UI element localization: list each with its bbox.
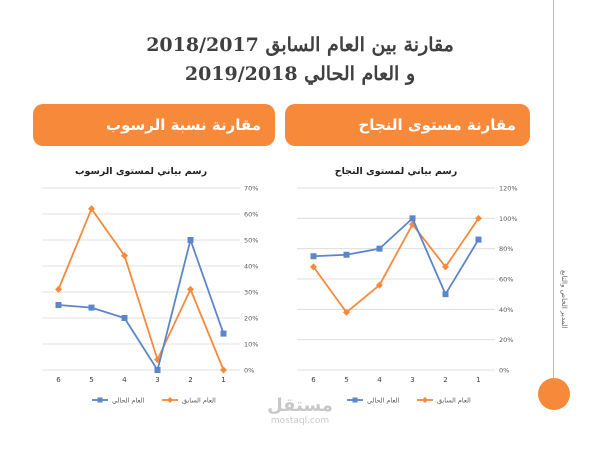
x-tick-label: 2 xyxy=(443,376,447,384)
side-divider xyxy=(553,0,554,378)
banner-failure-comparison: مقارنة نسبة الرسوب xyxy=(33,104,275,146)
data-point-current-year xyxy=(343,251,350,258)
page-title-line1: مقارنة بين العام السابق 2018/2017 xyxy=(146,34,454,56)
x-tick-label: 3 xyxy=(155,376,159,384)
data-point-previous-year xyxy=(55,285,62,293)
x-tick-label: 5 xyxy=(344,376,348,384)
data-point-current-year xyxy=(55,302,62,308)
y-tick-label: 120% xyxy=(499,185,518,193)
data-point-current-year xyxy=(88,304,95,311)
x-tick-label: 6 xyxy=(56,376,61,384)
y-tick-label: 70% xyxy=(244,185,258,193)
legend-label: العام الحالي xyxy=(367,397,400,405)
chart-title: رسم بياني لمستوى النجاح xyxy=(335,166,457,177)
y-tick-label: 40% xyxy=(499,306,513,314)
y-tick-label: 0% xyxy=(244,367,254,375)
y-tick-label: 60% xyxy=(499,276,513,284)
decor-circle xyxy=(538,378,570,410)
data-point-previous-year xyxy=(187,285,194,293)
x-tick-label: 2 xyxy=(188,376,192,384)
side-caption: المدير الخاص والتابع xyxy=(560,270,568,329)
data-point-previous-year xyxy=(88,205,95,213)
y-tick-label: 10% xyxy=(244,341,258,349)
legend-swatch-marker xyxy=(422,397,428,403)
banner-success-label: مقارنة مستوى النجاح xyxy=(358,116,517,134)
x-tick-label: 1 xyxy=(221,376,225,384)
data-point-previous-year xyxy=(376,281,383,289)
y-tick-label: 20% xyxy=(244,315,258,323)
success-chart: رسم بياني لمستوى النجاح 0% 20% 40% 60% 80% 100… xyxy=(297,166,518,405)
data-point-current-year xyxy=(121,315,128,321)
banner-success-comparison: مقارنة مستوى النجاح xyxy=(285,104,530,146)
legend-label: العام السابق xyxy=(437,397,471,405)
data-point-previous-year xyxy=(220,366,227,374)
chart-title: رسم بياني لمستوى الرسوب xyxy=(75,166,207,177)
watermark: مستقل mostaql.com xyxy=(255,395,345,426)
data-point-current-year xyxy=(475,236,482,243)
x-tick-label: 5 xyxy=(89,376,93,384)
data-point-current-year xyxy=(409,215,416,222)
data-point-previous-year xyxy=(409,220,416,228)
failure-chart: رسم بياني لمستوى الرسوب 0% 10% 20% 30% 40% 50%… xyxy=(42,166,258,405)
x-tick-label: 4 xyxy=(122,376,127,384)
data-point-current-year xyxy=(442,291,449,298)
y-tick-label: 20% xyxy=(499,336,513,344)
watermark-arabic: مستقل xyxy=(267,395,333,416)
legend-swatch-marker xyxy=(352,397,358,403)
legend-label: العام الحالي xyxy=(112,397,145,405)
data-point-current-year xyxy=(187,237,194,243)
banner-failure-label: مقارنة نسبة الرسوب xyxy=(106,116,261,134)
legend-swatch-marker xyxy=(97,397,103,403)
series-line-previous-year xyxy=(312,217,480,314)
y-tick-label: 60% xyxy=(244,211,258,219)
data-point-current-year xyxy=(376,245,383,252)
y-tick-label: 80% xyxy=(499,245,513,253)
data-point-current-year xyxy=(310,253,317,260)
x-tick-label: 1 xyxy=(476,376,480,384)
series-line-current-year xyxy=(58,236,225,373)
x-tick-label: 6 xyxy=(311,376,316,384)
data-point-current-year xyxy=(220,330,227,337)
y-tick-label: 50% xyxy=(244,237,258,245)
y-tick-label: 100% xyxy=(499,215,518,223)
watermark-url: mostaql.com xyxy=(270,416,330,426)
y-tick-label: 40% xyxy=(244,263,258,271)
data-point-current-year xyxy=(154,367,161,373)
page-title-line2: و العام الحالي 2019/2018 xyxy=(184,63,416,85)
y-tick-label: 0% xyxy=(499,367,509,375)
legend-label: العام السابق xyxy=(182,397,216,405)
data-point-previous-year xyxy=(121,252,128,260)
series-line-current-year xyxy=(313,216,480,297)
series-line-previous-year xyxy=(57,206,225,371)
x-tick-label: 4 xyxy=(377,376,382,384)
data-point-previous-year xyxy=(343,308,350,316)
data-point-previous-year xyxy=(442,263,449,271)
y-tick-label: 30% xyxy=(244,289,258,297)
legend-swatch-marker xyxy=(167,397,173,403)
data-point-previous-year xyxy=(475,214,482,222)
x-tick-label: 3 xyxy=(410,376,414,384)
data-point-previous-year xyxy=(310,263,317,271)
